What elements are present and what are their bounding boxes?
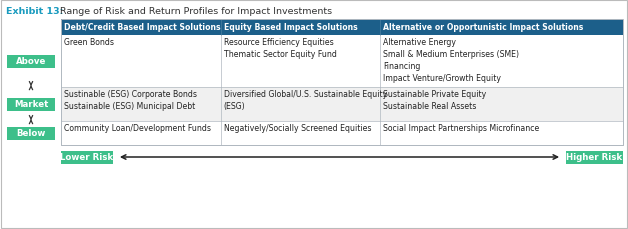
Bar <box>566 151 623 164</box>
Bar <box>61 151 113 164</box>
Text: Social Impact Partnerships Microfinance: Social Impact Partnerships Microfinance <box>383 123 539 132</box>
Bar <box>7 98 55 111</box>
Text: Range of Risk and Return Profiles for Impact Investments: Range of Risk and Return Profiles for Im… <box>57 7 332 16</box>
Text: Lower Risk: Lower Risk <box>60 153 114 162</box>
Text: Negatively/Socially Screened Equities: Negatively/Socially Screened Equities <box>224 123 371 132</box>
Bar <box>61 121 623 145</box>
Text: Above: Above <box>16 57 46 66</box>
Bar <box>61 88 623 121</box>
Text: Higher Risk: Higher Risk <box>566 153 622 162</box>
Text: Diversified Global/U.S. Sustainable Equity
(ESG): Diversified Global/U.S. Sustainable Equi… <box>224 90 387 111</box>
Bar <box>7 127 55 140</box>
Bar <box>61 20 623 145</box>
Text: Alternative Energy
Small & Medium Enterprises (SME)
Financing
Impact Venture/Gro: Alternative Energy Small & Medium Enterp… <box>383 38 519 83</box>
Bar <box>7 55 55 68</box>
Text: Alternative or Opportunistic Impact Solutions: Alternative or Opportunistic Impact Solu… <box>383 23 583 32</box>
Text: Market: Market <box>14 100 48 109</box>
Text: Exhibit 13:: Exhibit 13: <box>6 7 63 16</box>
Text: Below: Below <box>16 129 46 138</box>
Bar <box>61 20 623 36</box>
Text: Green Bonds: Green Bonds <box>64 38 114 47</box>
Text: Debt/Credit Based Impact Solutions: Debt/Credit Based Impact Solutions <box>64 23 220 32</box>
Text: Sustinable (ESG) Corporate Bonds
Sustainable (ESG) Municipal Debt: Sustinable (ESG) Corporate Bonds Sustain… <box>64 90 197 111</box>
Text: Community Loan/Development Funds: Community Loan/Development Funds <box>64 123 211 132</box>
Bar <box>61 36 623 88</box>
Text: Resource Efficiency Equities
Thematic Sector Equity Fund: Resource Efficiency Equities Thematic Se… <box>224 38 337 59</box>
Text: Sustainable Private Equity
Sustainable Real Assets: Sustainable Private Equity Sustainable R… <box>383 90 487 111</box>
Text: Equity Based Impact Solutions: Equity Based Impact Solutions <box>224 23 357 32</box>
